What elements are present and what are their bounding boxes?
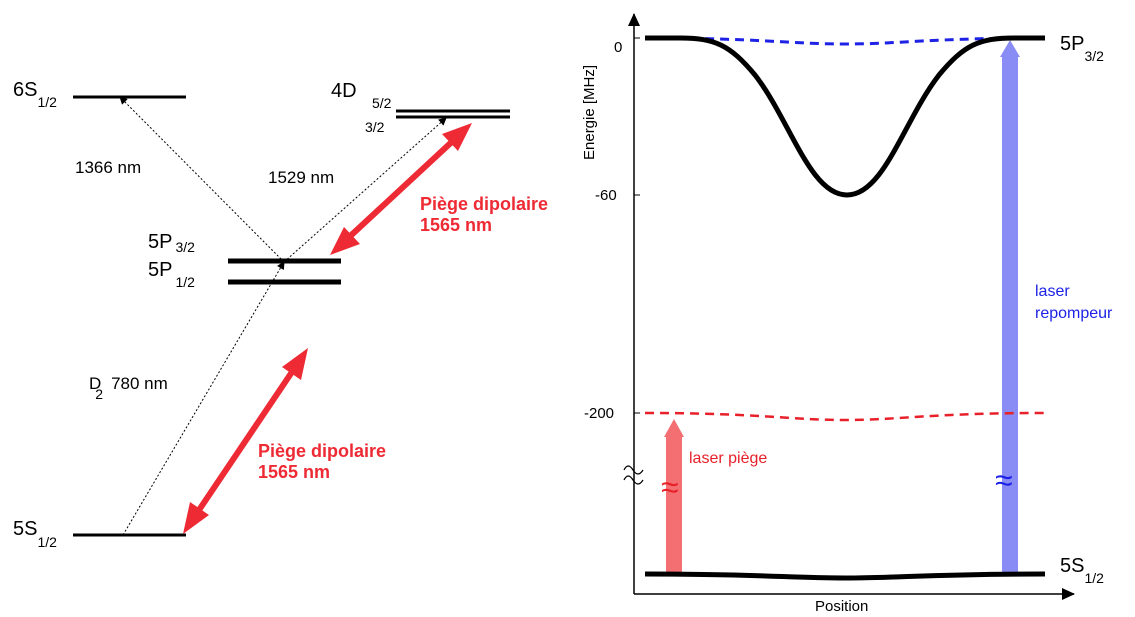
approx-red-icon: ≈ bbox=[661, 469, 679, 505]
tick-0: 0 bbox=[614, 39, 622, 56]
label-laser-piege: laser piège bbox=[689, 450, 767, 467]
excited-state-potential bbox=[645, 35, 1045, 198]
label-5p32: 5P 3/2 bbox=[148, 231, 195, 255]
label-4d: 4D bbox=[331, 80, 357, 102]
trap-arrow-bottom bbox=[183, 348, 308, 534]
label-trap-top-2: 1565 nm bbox=[420, 215, 492, 235]
laser-piege-beam bbox=[664, 419, 684, 573]
label-laser-repompeur-2: repompeur bbox=[1035, 305, 1113, 322]
laser-repompeur-beam bbox=[1000, 40, 1020, 573]
red-dashed-level bbox=[644, 411, 1046, 422]
potential-plot: 0 -60 -200 Energie [MHz] Position ≈ ≈ 5P… bbox=[581, 13, 1113, 615]
label-4d-sub2: 3/2 bbox=[365, 119, 385, 135]
blue-dashed-level bbox=[644, 36, 1046, 46]
level-diagram: 6S1/2 4D 5/2 3/2 5P 3/2 5P1/2 5S1/2 1366 … bbox=[13, 79, 548, 550]
label-d2: D 2780 nm bbox=[89, 374, 168, 402]
label-6s: 6S1/2 bbox=[13, 79, 57, 110]
y-axis-label: Energie [MHz] bbox=[581, 65, 598, 160]
tick-200: -200 bbox=[584, 405, 614, 422]
label-4d-sub1: 5/2 bbox=[372, 95, 392, 111]
label-trap-bottom-2: 1565 nm bbox=[258, 462, 330, 482]
label-trap-top-1: Piège dipolaire bbox=[420, 194, 548, 214]
label-right-5p32: 5P3/2 bbox=[1060, 33, 1104, 64]
transition-780-line bbox=[122, 261, 285, 536]
ground-state-potential bbox=[644, 571, 1046, 581]
x-axis-label: Position bbox=[815, 598, 868, 615]
label-5p12: 5P1/2 bbox=[148, 259, 195, 290]
label-laser-repompeur-1: laser bbox=[1035, 283, 1070, 300]
label-1366nm: 1366 nm bbox=[75, 158, 141, 177]
transition-1366-line bbox=[119, 96, 285, 263]
label-trap-bottom-1: Piège dipolaire bbox=[258, 441, 386, 461]
approx-blue-icon: ≈ bbox=[995, 462, 1013, 498]
label-1529nm: 1529 nm bbox=[268, 168, 334, 187]
axis-break-icon bbox=[623, 465, 644, 485]
trap-arrow-top bbox=[330, 123, 472, 255]
tick-60: -60 bbox=[595, 187, 617, 204]
transition-1529-line bbox=[283, 117, 447, 263]
label-5s: 5S1/2 bbox=[13, 518, 57, 550]
label-right-5s: 5S1/2 bbox=[1060, 555, 1104, 586]
